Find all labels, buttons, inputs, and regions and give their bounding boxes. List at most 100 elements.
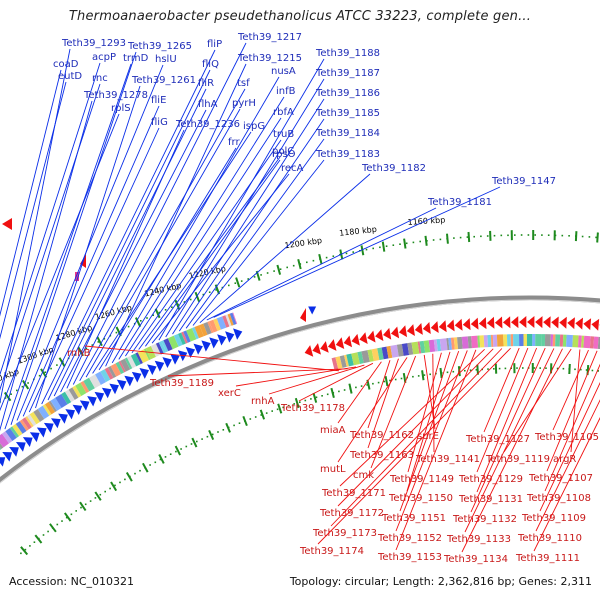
- gene-label[interactable]: Teth39_1105: [534, 432, 599, 443]
- gene-label[interactable]: rnhB: [67, 348, 91, 359]
- gene-label[interactable]: frr: [228, 137, 240, 148]
- gene-label[interactable]: fliR: [198, 78, 214, 89]
- gene-label[interactable]: nusA: [271, 66, 296, 77]
- gene-label[interactable]: rbfA: [273, 107, 294, 118]
- gene-label[interactable]: Teth39_1153: [377, 552, 442, 563]
- gene-band: [194, 325, 204, 339]
- ring-tick: [174, 299, 181, 310]
- gene-label[interactable]: recA: [281, 163, 304, 174]
- ring-dot: [94, 497, 97, 499]
- gene-label[interactable]: Teth39_1181: [427, 197, 492, 208]
- ring-dot: [89, 500, 92, 502]
- gene-label[interactable]: Teth39_1261: [131, 75, 196, 86]
- gene-label[interactable]: surE: [417, 431, 439, 442]
- gene-label[interactable]: Teth39_1111: [515, 553, 580, 564]
- gene-label[interactable]: fliE: [151, 95, 166, 106]
- gene-label[interactable]: Teth39_1265: [127, 41, 192, 52]
- gene-label[interactable]: pyrH: [232, 98, 256, 109]
- gene-label[interactable]: Teth39_1149: [389, 474, 454, 485]
- ring-dot: [539, 367, 541, 369]
- gene-label[interactable]: Teth39_1119: [485, 454, 550, 465]
- gene-label[interactable]: rpsO: [272, 149, 296, 160]
- gene-label[interactable]: Teth39_1141: [415, 454, 480, 465]
- gene-band: [351, 352, 360, 366]
- gene-band: [27, 414, 37, 427]
- gene-label[interactable]: acpP: [92, 52, 116, 63]
- gene-label[interactable]: Teth39_1172: [319, 508, 384, 519]
- gene-label[interactable]: Teth39_1215: [237, 53, 302, 64]
- gene-band: [483, 335, 489, 348]
- gene-leader-line: [298, 362, 374, 402]
- gene-label[interactable]: Teth39_1183: [315, 149, 380, 160]
- gene-label[interactable]: Teth39_1152: [377, 533, 442, 544]
- gene-label[interactable]: eutD: [58, 71, 82, 82]
- gene-label[interactable]: hslU: [155, 54, 177, 65]
- gene-label[interactable]: Teth39_1107: [528, 473, 593, 484]
- gene-label[interactable]: mutL: [320, 464, 346, 475]
- gene-label[interactable]: Teth39_1186: [315, 88, 380, 99]
- gene-label[interactable]: trmD: [123, 53, 149, 64]
- gene-band: [492, 334, 498, 347]
- gene-label[interactable]: Teth39_1173: [312, 528, 377, 539]
- ring-dot: [417, 375, 420, 377]
- gene-band: [401, 343, 410, 356]
- gene-label[interactable]: tsf: [237, 78, 250, 89]
- gene-label[interactable]: argR: [553, 454, 576, 465]
- gene-label[interactable]: Teth39_1188: [315, 48, 380, 59]
- gene-band: [19, 419, 29, 431]
- forward-gene-arrow: [65, 409, 76, 420]
- gene-label[interactable]: Teth39_1174: [299, 546, 364, 557]
- gene-label[interactable]: Teth39_1162: [349, 430, 414, 441]
- reverse-gene-arrow: [312, 343, 321, 355]
- gene-label[interactable]: rplS: [111, 103, 131, 114]
- gene-label[interactable]: Teth39_1131: [458, 494, 523, 505]
- gene-label[interactable]: Teth39_1147: [491, 176, 556, 187]
- gene-leader-line: [535, 399, 600, 532]
- gene-label[interactable]: infB: [276, 86, 296, 97]
- gene-label[interactable]: Teth39_1171: [321, 488, 386, 499]
- gene-label[interactable]: fliQ: [202, 59, 219, 70]
- gene-label[interactable]: flhA: [198, 99, 218, 110]
- gene-label[interactable]: Teth39_1163: [349, 450, 414, 461]
- gene-label[interactable]: xerC: [218, 388, 241, 399]
- gene-label[interactable]: Teth39_1182: [361, 163, 426, 174]
- gene-label[interactable]: cmk: [353, 470, 374, 481]
- gene-label[interactable]: Teth39_1293: [61, 38, 126, 49]
- gene-label[interactable]: Teth39_1150: [388, 493, 453, 504]
- gene-label[interactable]: Teth39_1108: [526, 493, 591, 504]
- gene-label[interactable]: Teth39_1278: [83, 90, 148, 101]
- gene-band: [183, 330, 191, 343]
- gene-label[interactable]: fliG: [151, 117, 168, 128]
- reverse-gene-arrow: [535, 316, 543, 329]
- gene-label[interactable]: polC: [272, 146, 294, 157]
- gene-band: [593, 336, 599, 349]
- reverse-gene-arrow: [351, 333, 360, 346]
- gene-label[interactable]: Teth39_1189: [149, 378, 214, 389]
- gene-label[interactable]: Teth39_1132: [452, 514, 517, 525]
- gene-label[interactable]: Teth39_1236: [175, 119, 240, 130]
- gene-label[interactable]: miaA: [320, 425, 346, 436]
- gene-label[interactable]: Teth39_1184: [315, 128, 380, 139]
- gene-label[interactable]: Teth39_1134: [443, 554, 508, 565]
- gene-label[interactable]: Teth39_1187: [315, 68, 380, 79]
- gene-label[interactable]: Teth39_1185: [315, 108, 380, 119]
- gene-label[interactable]: Teth39_1109: [521, 513, 586, 524]
- gene-label[interactable]: coaD: [53, 59, 79, 70]
- gene-band: [386, 345, 393, 359]
- gene-band: [130, 353, 141, 367]
- gene-label[interactable]: ispG: [243, 121, 265, 132]
- gene-label[interactable]: Teth39_1178: [280, 403, 345, 414]
- reverse-gene-arrow: [398, 325, 408, 338]
- gene-label[interactable]: rnc: [92, 73, 108, 84]
- ring-dot: [27, 382, 29, 384]
- gene-label[interactable]: Teth39_1151: [381, 513, 446, 524]
- gene-label[interactable]: Teth39_1110: [517, 533, 582, 544]
- ring-dot: [419, 240, 421, 243]
- gene-label[interactable]: Teth39_1133: [446, 534, 511, 545]
- gene-label[interactable]: truB: [273, 129, 294, 140]
- gene-label[interactable]: Teth39_1127: [465, 434, 530, 445]
- gene-label[interactable]: rnhA: [251, 396, 275, 407]
- reverse-gene-arrow: [327, 339, 337, 351]
- gene-label[interactable]: fliP: [207, 39, 222, 50]
- gene-label[interactable]: Teth39_1217: [237, 32, 302, 43]
